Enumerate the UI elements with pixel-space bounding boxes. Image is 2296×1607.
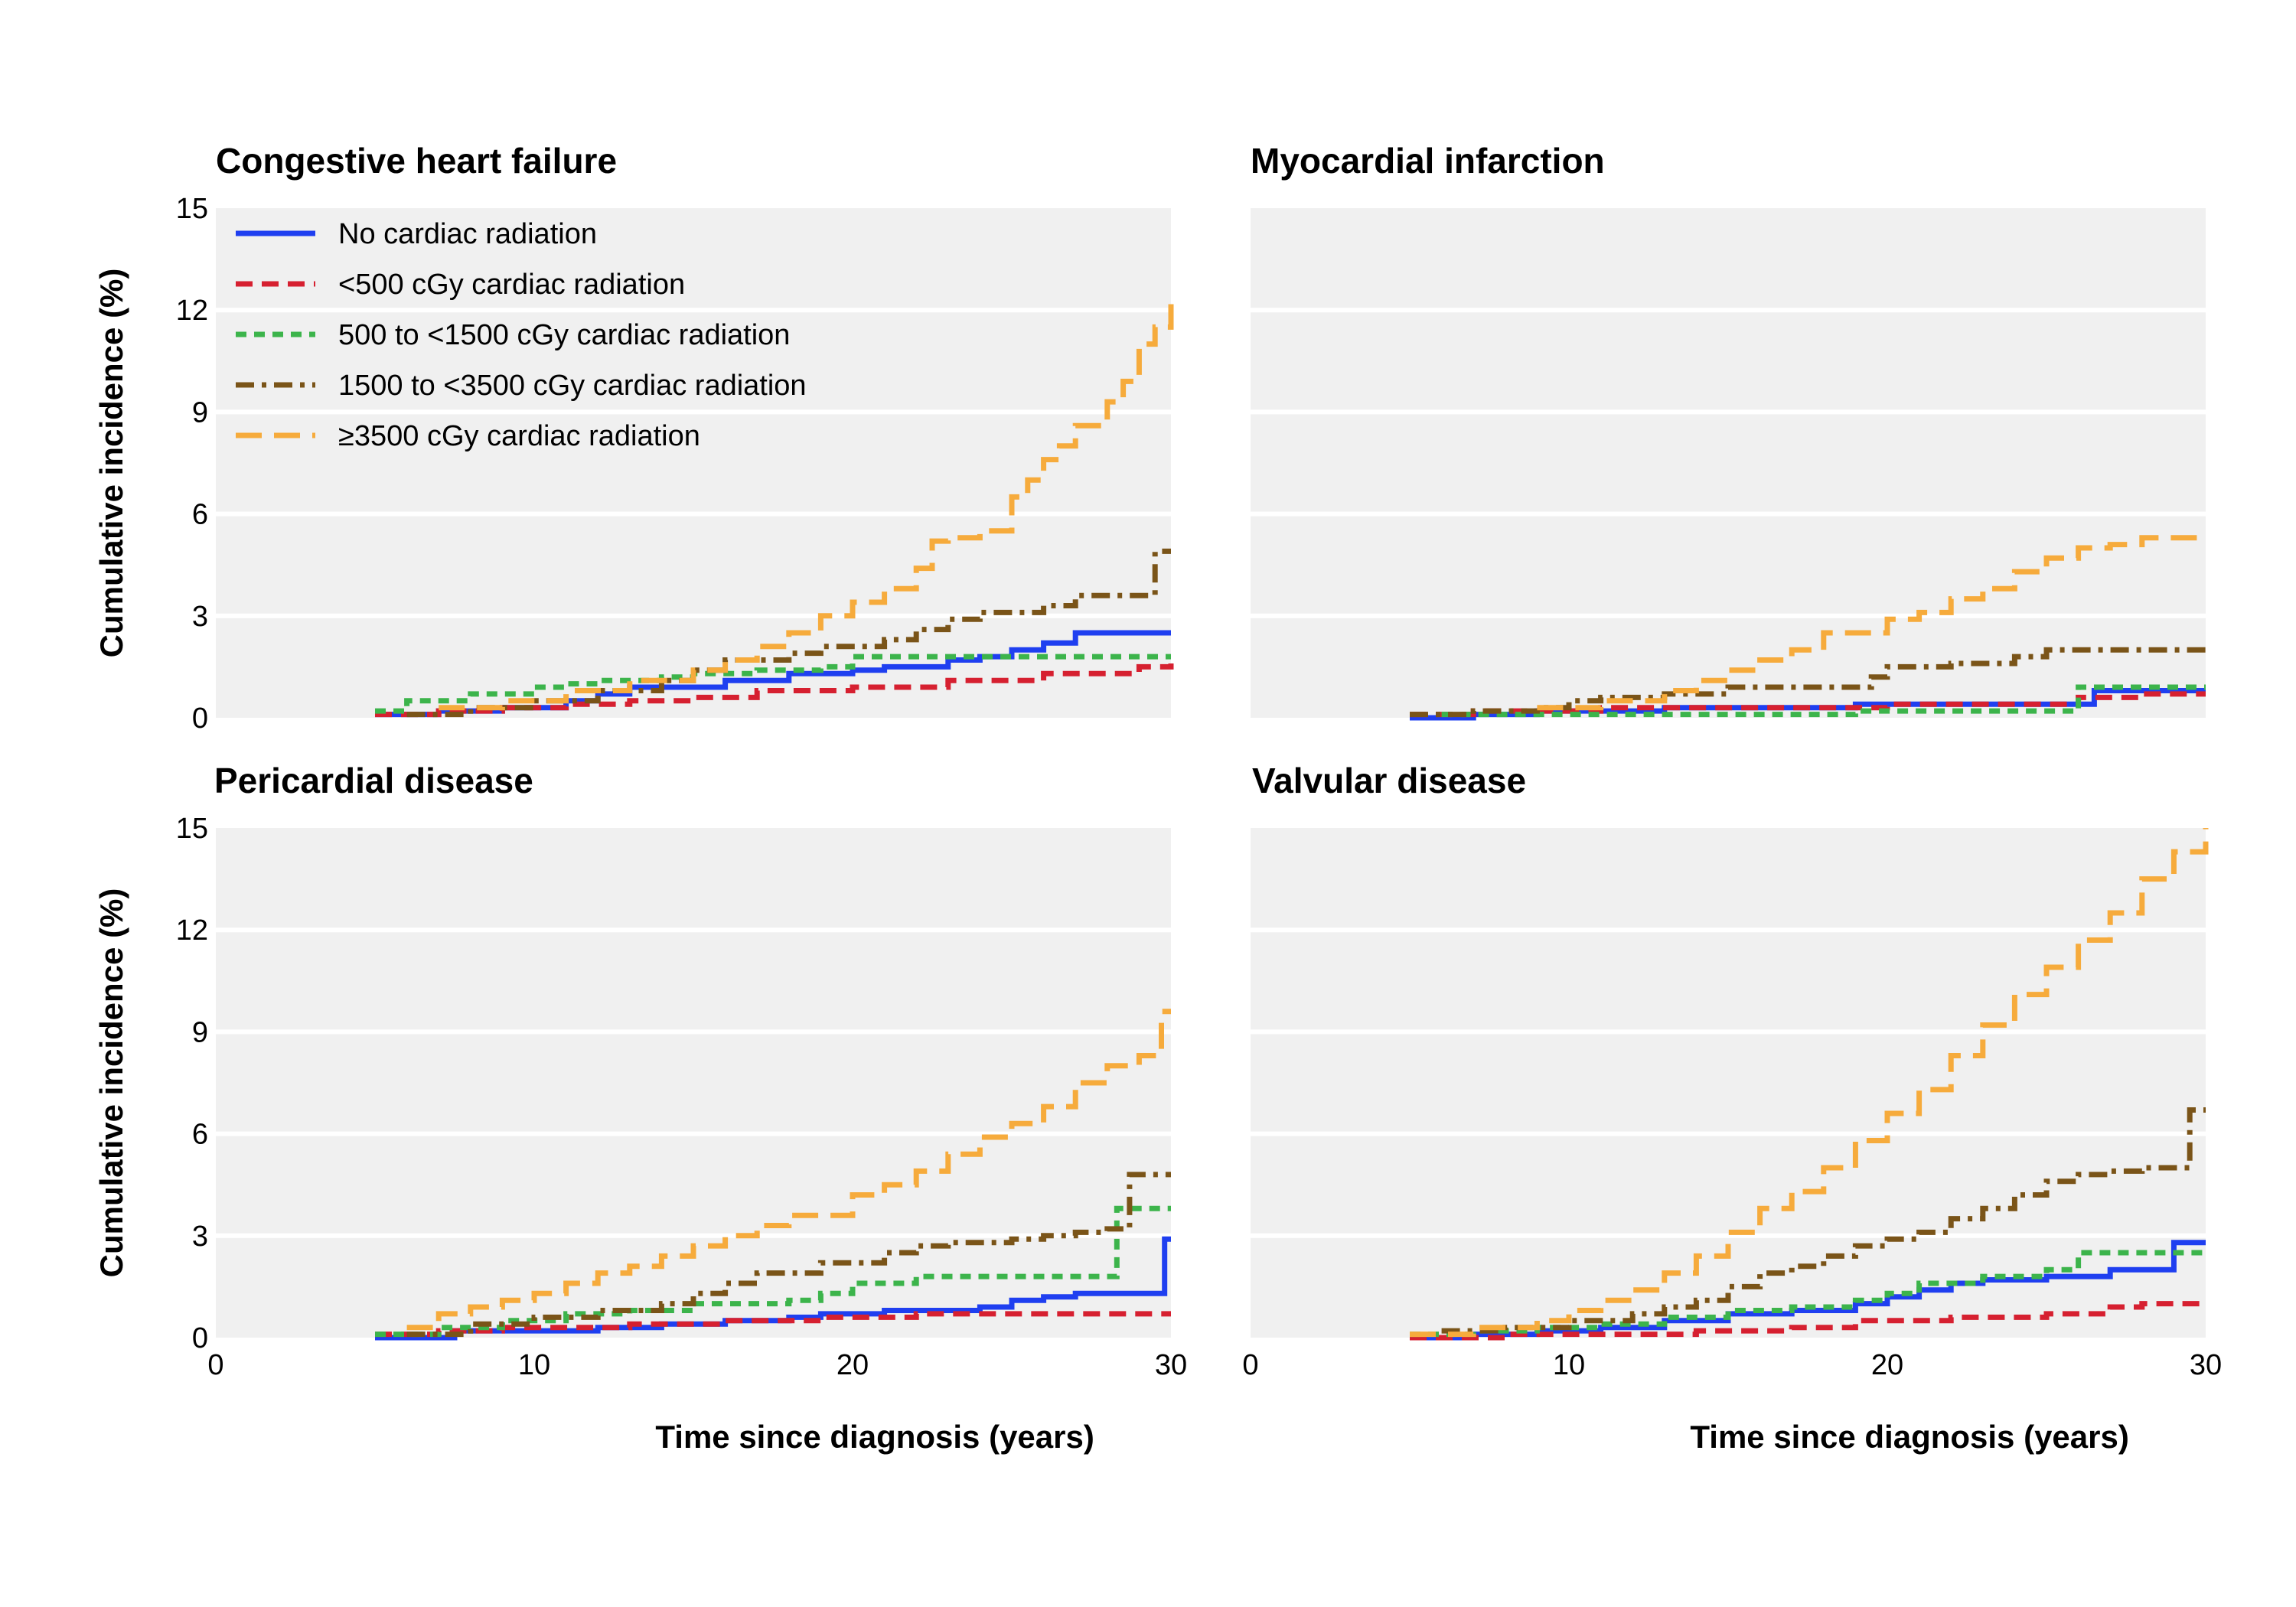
y-tick-label: 9 [192, 396, 208, 429]
panel-title: Myocardial infarction [1251, 141, 1605, 181]
x-tick-label: 0 [1242, 1349, 1258, 1381]
panel-title: Congestive heart failure [216, 141, 617, 181]
x-tick-label: 20 [837, 1349, 869, 1381]
panel-4: Valvular disease 0 10 20 30 Time since diagno… [1242, 761, 2222, 1455]
x-axis-label: Time since diagnosis (years) [655, 1419, 1094, 1455]
series-line-3 [1410, 1250, 2206, 1338]
series-line-3 [375, 1205, 1171, 1338]
panel-2: Myocardial infarction [1251, 141, 2209, 721]
panel-3: Pericardial disease 0 3 6 9 12 15 0 10 20 30 Cumula… [93, 761, 1187, 1455]
y-tick-label: 12 [176, 295, 208, 327]
legend-label-1: No cardiac radiation [338, 218, 597, 250]
series-line-2 [375, 1311, 1171, 1338]
legend-label-3: 500 to <1500 cGy cardiac radiation [338, 319, 790, 351]
plot-background [1251, 208, 2206, 718]
legend-label-5: ≥3500 cGy cardiac radiation [338, 420, 700, 452]
panel-title: Pericardial disease [214, 761, 533, 800]
y-tick-label: 0 [192, 1322, 208, 1354]
series-line-4 [1441, 1107, 2206, 1334]
y-tick-label: 9 [192, 1016, 208, 1048]
y-axis-label: Cumulative incidence (%) [93, 888, 129, 1278]
series-line-2 [1410, 1301, 2206, 1341]
x-tick-label: 0 [207, 1349, 223, 1381]
series-line-1 [375, 1236, 1171, 1341]
panel-1: Congestive heart failure 0 3 6 9 12 15 Cumulati… [93, 141, 1174, 735]
legend-label-4: 1500 to <3500 cGy cardiac radiation [338, 370, 807, 402]
series-line-5 [406, 1009, 1171, 1331]
legend-label-2: <500 cGy cardiac radiation [338, 269, 685, 301]
plot-background [216, 208, 1171, 718]
y-tick-label: 15 [176, 813, 208, 845]
x-tick-label: 10 [1553, 1349, 1585, 1381]
series-line-5 [439, 299, 1174, 711]
series-line-5 [1410, 828, 2209, 1338]
y-tick-label: 3 [192, 601, 208, 633]
plot-background [216, 828, 1171, 1338]
legend: No cardiac radiation <500 cGy cardiac rad… [236, 218, 807, 452]
plot-background [1251, 828, 2206, 1338]
y-axis-label: Cumulative incidence (%) [93, 269, 129, 658]
y-tick-label: 12 [176, 914, 208, 947]
x-tick-label: 10 [518, 1349, 550, 1381]
x-tick-label: 20 [1871, 1349, 1903, 1381]
series-line-2 [1410, 691, 2206, 718]
x-tick-label: 30 [1155, 1349, 1187, 1381]
series-line-5 [1537, 534, 2209, 711]
y-tick-label: 3 [192, 1221, 208, 1253]
x-axis-label: Time since diagnosis (years) [1690, 1419, 2128, 1455]
series-line-4 [406, 1172, 1171, 1338]
x-tick-label: 30 [2190, 1349, 2222, 1381]
y-tick-label: 6 [192, 499, 208, 531]
y-tick-label: 0 [192, 702, 208, 735]
panel-title: Valvular disease [1252, 761, 1526, 800]
series-line-3 [1441, 684, 2206, 718]
y-tick-label: 6 [192, 1119, 208, 1151]
series-line-1 [1410, 1240, 2206, 1341]
series-line-4 [406, 548, 1171, 718]
y-tick-label: 15 [176, 193, 208, 225]
